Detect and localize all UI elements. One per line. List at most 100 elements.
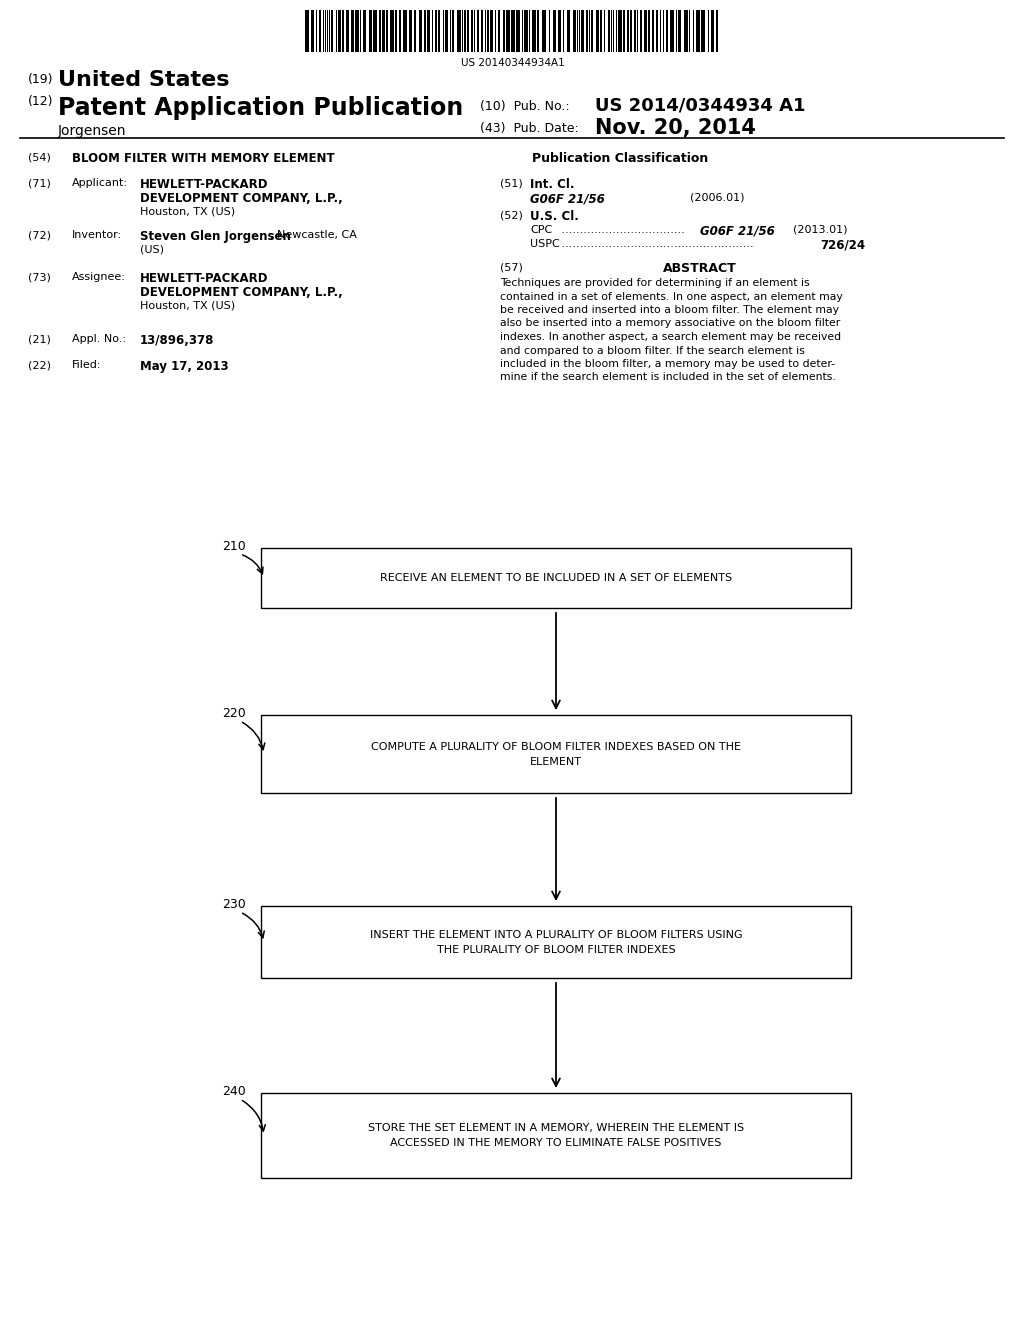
Text: DEVELOPMENT COMPANY, L.P.,: DEVELOPMENT COMPANY, L.P., bbox=[140, 191, 343, 205]
Bar bbox=[419, 11, 422, 51]
Bar bbox=[338, 11, 341, 51]
Bar bbox=[623, 11, 625, 51]
Bar bbox=[438, 11, 440, 51]
Text: Jorgensen: Jorgensen bbox=[58, 124, 127, 139]
Bar bbox=[634, 11, 636, 51]
Bar bbox=[467, 11, 469, 51]
Text: included in the bloom filter, a memory may be used to deter-: included in the bloom filter, a memory m… bbox=[500, 359, 835, 370]
Bar bbox=[596, 11, 599, 51]
Text: (2006.01): (2006.01) bbox=[690, 191, 744, 202]
Bar bbox=[684, 11, 688, 51]
Text: (43)  Pub. Date:: (43) Pub. Date: bbox=[480, 121, 579, 135]
Text: Nov. 20, 2014: Nov. 20, 2014 bbox=[595, 117, 756, 139]
Bar bbox=[261, 906, 851, 978]
Text: ACCESSED IN THE MEMORY TO ELIMINATE FALSE POSITIVES: ACCESSED IN THE MEMORY TO ELIMINATE FALS… bbox=[390, 1138, 722, 1148]
Bar bbox=[644, 11, 647, 51]
Bar bbox=[351, 11, 354, 51]
Text: Houston, TX (US): Houston, TX (US) bbox=[140, 206, 236, 216]
Text: U.S. Cl.: U.S. Cl. bbox=[530, 210, 579, 223]
Bar bbox=[696, 11, 700, 51]
Bar bbox=[409, 11, 412, 51]
Text: Applicant:: Applicant: bbox=[72, 178, 128, 187]
Bar bbox=[524, 11, 528, 51]
Text: Patent Application Publication: Patent Application Publication bbox=[58, 96, 463, 120]
Bar bbox=[586, 11, 588, 51]
Text: (57): (57) bbox=[500, 261, 523, 272]
Bar bbox=[261, 715, 851, 793]
Text: USPC: USPC bbox=[530, 239, 560, 249]
Bar bbox=[558, 11, 561, 51]
Bar bbox=[648, 11, 650, 51]
Text: (2013.01): (2013.01) bbox=[793, 224, 848, 235]
Bar bbox=[311, 11, 314, 51]
Text: Steven Glen Jorgensen: Steven Glen Jorgensen bbox=[140, 230, 291, 243]
Text: INSERT THE ELEMENT INTO A PLURALITY OF BLOOM FILTERS USING: INSERT THE ELEMENT INTO A PLURALITY OF B… bbox=[370, 931, 742, 940]
Text: (71): (71) bbox=[28, 178, 51, 187]
Bar bbox=[386, 11, 388, 51]
Bar bbox=[630, 11, 632, 51]
Bar bbox=[608, 11, 610, 51]
Bar bbox=[516, 11, 520, 51]
Bar bbox=[261, 548, 851, 609]
Bar bbox=[678, 11, 681, 51]
Text: 13/896,378: 13/896,378 bbox=[140, 334, 214, 347]
Bar bbox=[711, 11, 714, 51]
Text: DEVELOPMENT COMPANY, L.P.,: DEVELOPMENT COMPANY, L.P., bbox=[140, 286, 343, 300]
Bar bbox=[481, 11, 483, 51]
Text: 210: 210 bbox=[222, 540, 246, 553]
Bar bbox=[573, 11, 575, 51]
Text: Int. Cl.: Int. Cl. bbox=[530, 178, 574, 191]
Bar bbox=[701, 11, 705, 51]
Text: G06F 21/56: G06F 21/56 bbox=[530, 191, 605, 205]
Text: also be inserted into a memory associative on the bloom filter: also be inserted into a memory associati… bbox=[500, 318, 841, 329]
Bar bbox=[542, 11, 546, 51]
Bar bbox=[373, 11, 377, 51]
Text: (12): (12) bbox=[28, 95, 53, 108]
Text: ABSTRACT: ABSTRACT bbox=[664, 261, 737, 275]
Text: .....................................................: ........................................… bbox=[558, 239, 757, 249]
Bar bbox=[656, 11, 658, 51]
Bar bbox=[457, 11, 461, 51]
Text: G06F 21/56: G06F 21/56 bbox=[700, 224, 775, 238]
Text: contained in a set of elements. In one aspect, an element may: contained in a set of elements. In one a… bbox=[500, 292, 843, 301]
Bar bbox=[355, 11, 359, 51]
Text: (54): (54) bbox=[28, 152, 51, 162]
Text: Techniques are provided for determining if an element is: Techniques are provided for determining … bbox=[500, 279, 810, 288]
Text: US 20140344934A1: US 20140344934A1 bbox=[461, 58, 564, 69]
Bar bbox=[666, 11, 668, 51]
Text: Houston, TX (US): Houston, TX (US) bbox=[140, 300, 236, 310]
Bar bbox=[427, 11, 430, 51]
Bar bbox=[581, 11, 584, 51]
Bar bbox=[342, 11, 344, 51]
Bar bbox=[379, 11, 381, 51]
Text: mine if the search element is included in the set of elements.: mine if the search element is included i… bbox=[500, 372, 836, 383]
Bar bbox=[498, 11, 500, 51]
Text: (52): (52) bbox=[500, 210, 523, 220]
Text: (US): (US) bbox=[140, 244, 164, 253]
Bar bbox=[487, 11, 489, 51]
Bar bbox=[652, 11, 654, 51]
Text: HEWLETT-PACKARD: HEWLETT-PACKARD bbox=[140, 272, 268, 285]
Bar bbox=[591, 11, 593, 51]
Bar bbox=[640, 11, 642, 51]
Text: COMPUTE A PLURALITY OF BLOOM FILTER INDEXES BASED ON THE: COMPUTE A PLURALITY OF BLOOM FILTER INDE… bbox=[371, 742, 741, 752]
Bar bbox=[537, 11, 539, 51]
Text: CPC: CPC bbox=[530, 224, 552, 235]
Text: Publication Classification: Publication Classification bbox=[531, 152, 709, 165]
Bar bbox=[553, 11, 556, 51]
Text: (21): (21) bbox=[28, 334, 51, 345]
Text: THE PLURALITY OF BLOOM FILTER INDEXES: THE PLURALITY OF BLOOM FILTER INDEXES bbox=[436, 945, 675, 954]
Bar bbox=[305, 11, 309, 51]
Bar bbox=[414, 11, 416, 51]
Text: ..................................: .................................. bbox=[558, 224, 688, 235]
Text: RECEIVE AN ELEMENT TO BE INCLUDED IN A SET OF ELEMENTS: RECEIVE AN ELEMENT TO BE INCLUDED IN A S… bbox=[380, 573, 732, 583]
Bar bbox=[319, 11, 321, 51]
Text: May 17, 2013: May 17, 2013 bbox=[140, 360, 228, 374]
Bar bbox=[395, 11, 397, 51]
Bar bbox=[464, 11, 466, 51]
Text: BLOOM FILTER WITH MEMORY ELEMENT: BLOOM FILTER WITH MEMORY ELEMENT bbox=[72, 152, 335, 165]
Bar bbox=[399, 11, 401, 51]
Bar bbox=[567, 11, 570, 51]
Bar bbox=[369, 11, 372, 51]
Bar bbox=[382, 11, 385, 51]
